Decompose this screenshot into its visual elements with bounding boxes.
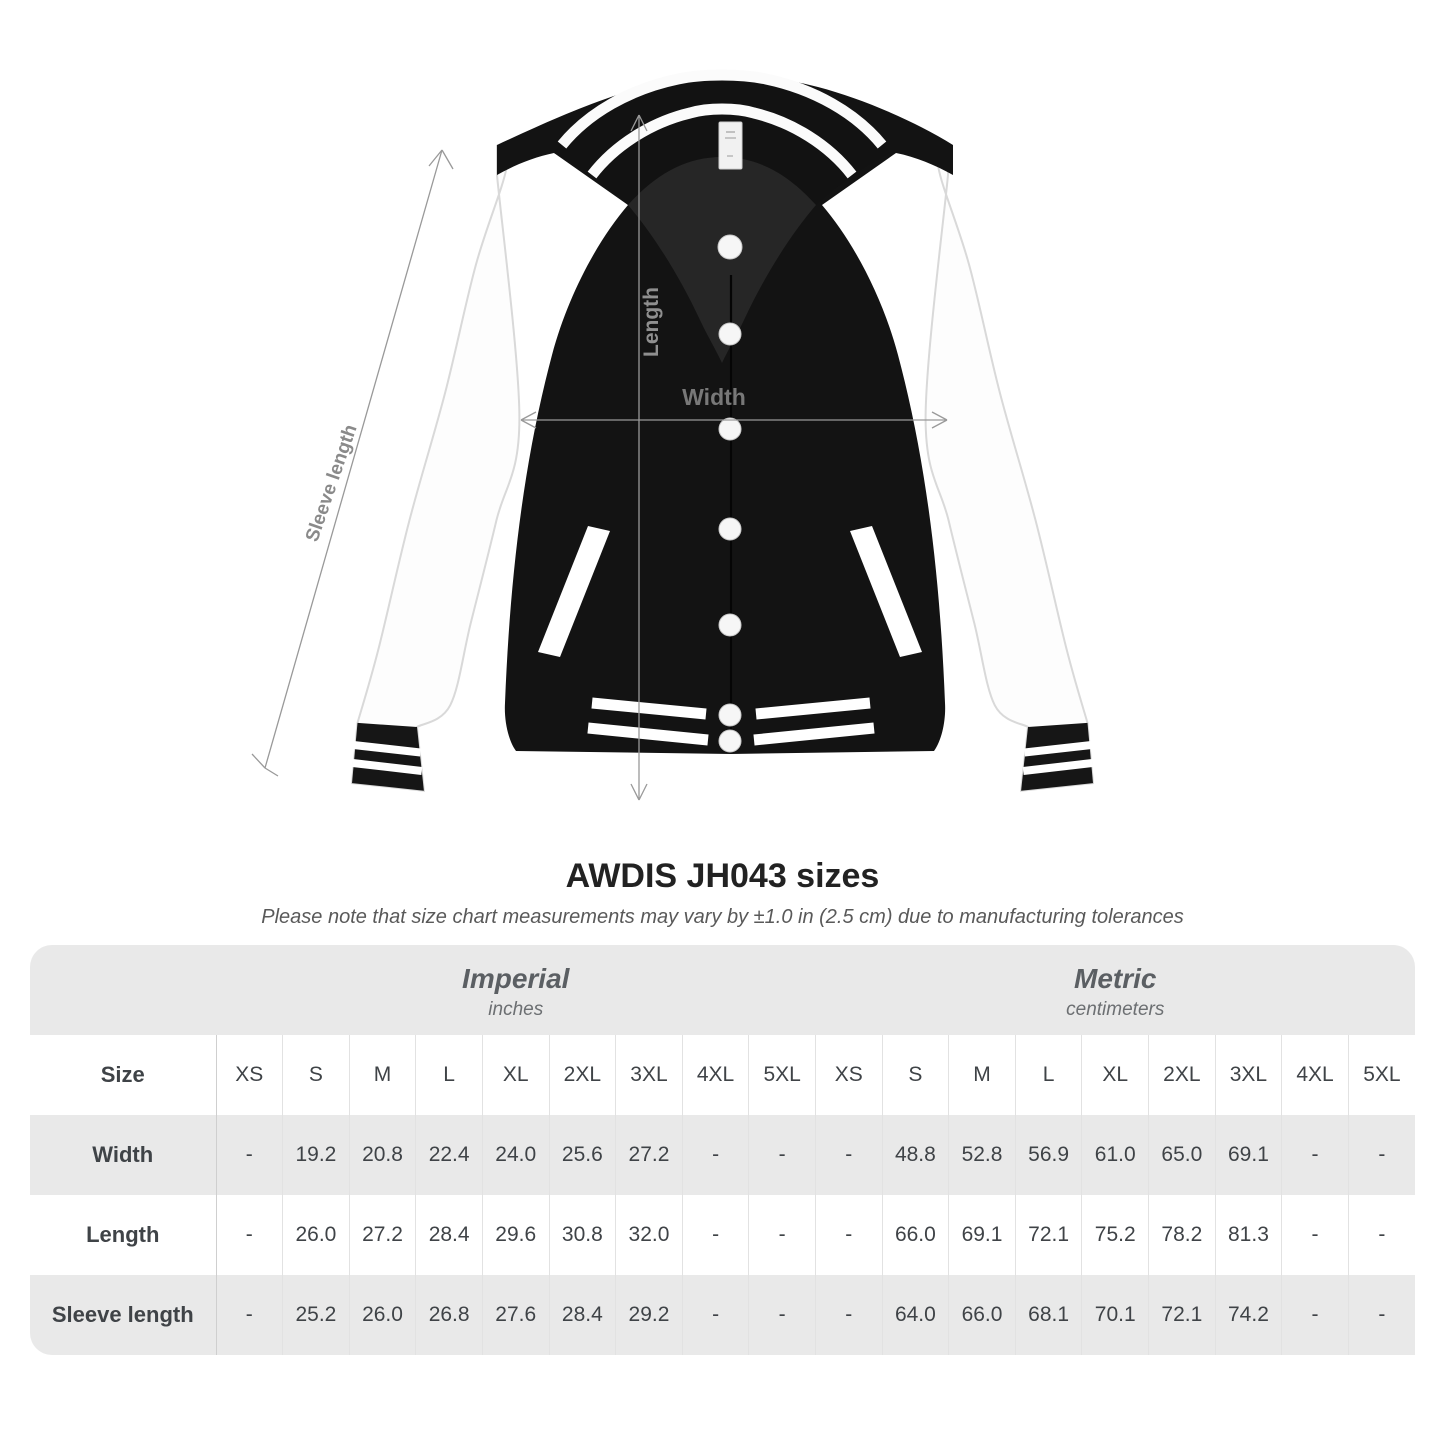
svg-text:Sleeve length: Sleeve length: [302, 422, 362, 545]
svg-text:Width: Width: [682, 384, 746, 410]
svg-text:Length: Length: [640, 287, 663, 357]
